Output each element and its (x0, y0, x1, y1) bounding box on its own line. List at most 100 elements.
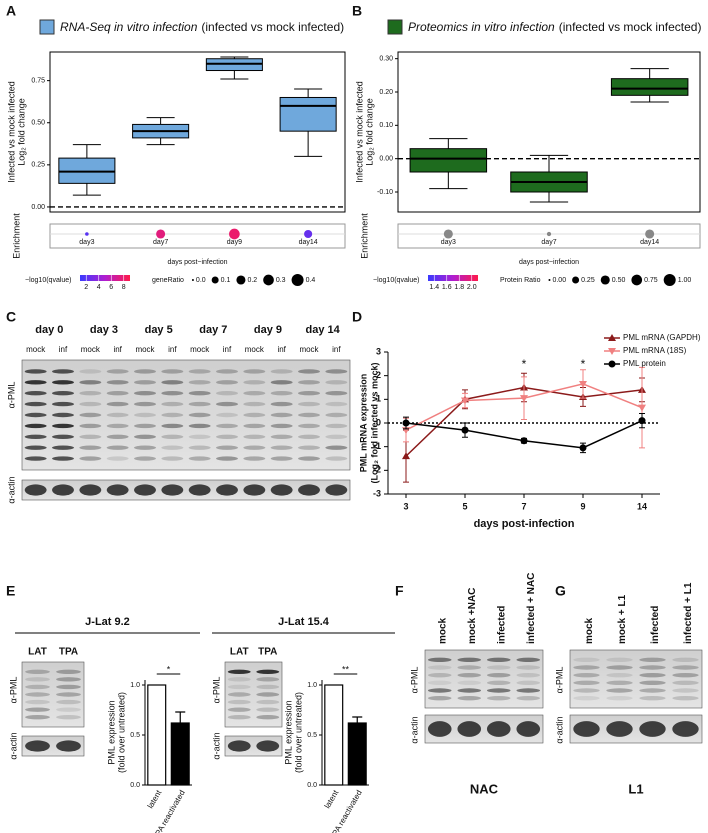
band (52, 445, 74, 450)
band (52, 369, 74, 374)
legend-label: PML protein (623, 359, 666, 368)
band (134, 401, 156, 407)
y-tick-label: 0.20 (379, 89, 393, 96)
band (188, 391, 211, 396)
x-tick-label: day7 (541, 239, 556, 246)
y-axis-label: PML expression (106, 700, 116, 764)
chart-title: RNA-Seq in vitro infection (infected vs m… (60, 20, 344, 34)
size-key (572, 276, 580, 284)
band (486, 672, 511, 678)
point (638, 417, 646, 425)
band (56, 740, 81, 752)
color-legend-title: −log10(qvalue) (25, 277, 72, 284)
band (486, 695, 511, 701)
day-label: day 5 (145, 324, 173, 336)
chart-title-rest: (infected vs mock infected) (559, 20, 702, 34)
lane-label: infected + NAC (526, 573, 537, 644)
band (106, 484, 129, 496)
lane-label: infected (650, 606, 661, 644)
probe-label: α-actin (8, 732, 18, 759)
x-tick-label: 5 (462, 501, 467, 511)
day-label: day 7 (199, 324, 227, 336)
size-key-label: 0.0 (196, 277, 206, 284)
band (161, 401, 184, 407)
blot (21, 735, 85, 757)
band (243, 380, 266, 385)
band (427, 672, 452, 678)
band (243, 412, 266, 418)
band (134, 456, 156, 461)
band (56, 715, 81, 720)
point (520, 395, 528, 403)
lane-label: mock (26, 345, 46, 354)
band (639, 695, 666, 701)
y-axis-label: Log₂ fold change (364, 98, 374, 166)
lane-label: LAT (28, 647, 47, 658)
panel-label: E (6, 583, 15, 599)
band (606, 672, 633, 678)
point (608, 348, 616, 355)
band (227, 699, 251, 705)
day-label: day 3 (90, 324, 118, 336)
band (325, 412, 348, 418)
band (298, 445, 320, 450)
size-key-label: 0.25 (581, 277, 595, 284)
band (427, 688, 452, 693)
band (227, 707, 251, 712)
lane-label: mock (245, 345, 265, 354)
band (134, 434, 156, 439)
band (486, 657, 511, 663)
band (639, 672, 666, 678)
band (79, 456, 102, 461)
band (227, 715, 251, 720)
band (256, 669, 280, 674)
band (243, 484, 266, 496)
y-tick-label: 0.25 (31, 162, 45, 169)
point (461, 426, 469, 434)
point (608, 360, 616, 368)
band (298, 401, 320, 407)
x-tick-label: latent (146, 788, 164, 810)
x-tick-label: day14 (299, 239, 318, 246)
plot-frame (397, 51, 701, 213)
legend-label: PML mRNA (GAPDH) (623, 333, 701, 342)
band (672, 688, 699, 693)
band (24, 456, 47, 461)
x-tick-label: day3 (441, 239, 456, 246)
band (227, 740, 251, 752)
band (457, 721, 482, 737)
significance: ** (342, 664, 350, 674)
band (216, 484, 238, 496)
band (134, 391, 156, 396)
band (134, 445, 156, 450)
band (188, 369, 211, 374)
band (188, 380, 211, 385)
bar (147, 684, 167, 786)
x-tick-label: 3 (403, 501, 408, 511)
band (270, 391, 293, 396)
band (270, 445, 293, 450)
lane-label: mock (584, 617, 595, 644)
band (25, 715, 50, 720)
y-tick-label: 0.0 (307, 782, 317, 789)
band (24, 401, 47, 407)
band (161, 369, 184, 374)
y-tick-label: 0.75 (31, 77, 45, 84)
band (256, 699, 280, 705)
lane-label: inf (332, 345, 341, 354)
band (270, 401, 293, 407)
band (227, 669, 251, 674)
size-legend-title: Protein Ratio (500, 277, 541, 284)
color-tick-label: 1.6 (442, 284, 452, 291)
size-key-label: 0.75 (644, 277, 658, 284)
band (606, 665, 633, 670)
point (520, 437, 528, 445)
color-tick-label: 2.0 (467, 284, 477, 291)
size-key (548, 279, 551, 281)
band (24, 445, 47, 450)
band (270, 423, 293, 429)
band (298, 423, 320, 429)
band (56, 692, 81, 697)
size-key-label: 0.4 (306, 277, 316, 284)
